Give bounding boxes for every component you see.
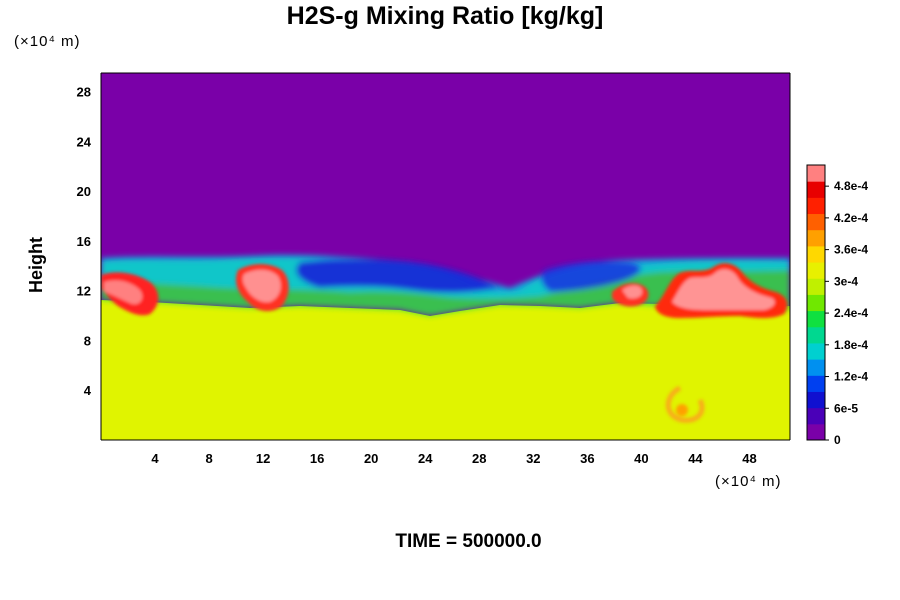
x-tick-label: 40 — [634, 451, 648, 466]
y-axis-ticks: 4 8 12 16 20 24 28 — [77, 85, 92, 399]
colorbar-swatch — [807, 391, 825, 409]
y-tick-label: 20 — [77, 184, 91, 199]
mixing-zone-blue-right — [540, 261, 641, 292]
x-tick-label: 36 — [580, 451, 594, 466]
y-tick-label: 24 — [77, 134, 92, 149]
x-tick-label: 20 — [364, 451, 378, 466]
time-label: TIME = 500000.0 — [395, 531, 542, 552]
mixing-zone-blue — [296, 259, 500, 293]
colorbar-swatch — [807, 181, 825, 198]
x-tick-label: 4 — [151, 451, 159, 466]
colorbar-swatch — [807, 245, 825, 263]
colorbar-swatch — [807, 294, 825, 312]
colorbar-frame — [806, 164, 826, 441]
y-tick-label: 28 — [77, 85, 91, 100]
chart-title: H2S-g Mixing Ratio [kg/kg] — [286, 2, 604, 30]
colorbar-swatch — [807, 375, 825, 392]
colorbar-swatch — [807, 359, 825, 376]
colorbar-tick-label: 3.6e-4 — [834, 243, 868, 257]
colorbar-swatch — [807, 229, 825, 247]
y-tick-label: 8 — [84, 333, 91, 348]
colorbar-tick-label: 4.8e-4 — [834, 179, 868, 193]
colorbar-swatch — [807, 213, 825, 231]
x-tick-label: 8 — [205, 451, 212, 466]
x-tick-label: 24 — [418, 451, 433, 466]
colorbar: 0 6e-5 1.2e-4 1.8e-4 2.4e-4 3e-4 3.6e-4 4.2e-4 4… — [806, 164, 868, 447]
colorbar-tick-label: 1.2e-4 — [834, 370, 868, 384]
colorbar-tick-label: 1.8e-4 — [834, 338, 868, 352]
colorbar-tick-label: 0 — [834, 433, 841, 447]
colorbar-tick-label: 4.2e-4 — [834, 211, 868, 225]
colorbar-swatch — [807, 423, 825, 441]
colorbar-swatch — [807, 342, 825, 360]
colorbar-tick-label: 3e-4 — [834, 274, 858, 288]
colorbar-swatch — [807, 278, 825, 295]
colorbar-swatch — [807, 262, 825, 279]
colorbar-tick-label: 2.4e-4 — [834, 306, 868, 320]
colorbar-swatch — [807, 310, 825, 328]
y-tick-label: 12 — [77, 284, 91, 299]
x-tick-label: 28 — [472, 451, 486, 466]
colorbar-swatch — [807, 197, 825, 215]
colorbar-swatch — [807, 165, 825, 182]
x-tick-label: 16 — [310, 451, 324, 466]
colorbar-swatch — [807, 326, 825, 344]
y-tick-label: 16 — [77, 234, 91, 249]
vortex-feature — [665, 385, 705, 423]
x-axis-ticks: 4 8 12 16 20 24 28 32 36 40 44 48 — [151, 451, 756, 466]
colorbar-swatch — [807, 407, 825, 425]
x-tick-label: 32 — [526, 451, 540, 466]
y-axis-unit: (×10⁴ m) — [14, 33, 81, 50]
x-tick-label: 44 — [688, 451, 703, 466]
x-tick-label: 12 — [256, 451, 270, 466]
x-tick-label: 48 — [742, 451, 756, 466]
lower-layer-region — [101, 300, 790, 440]
colorbar-tick-label: 6e-5 — [834, 401, 858, 415]
heatmap-field — [101, 73, 790, 440]
y-tick-label: 4 — [84, 383, 92, 398]
x-axis-unit: (×10⁴ m) — [715, 473, 782, 490]
